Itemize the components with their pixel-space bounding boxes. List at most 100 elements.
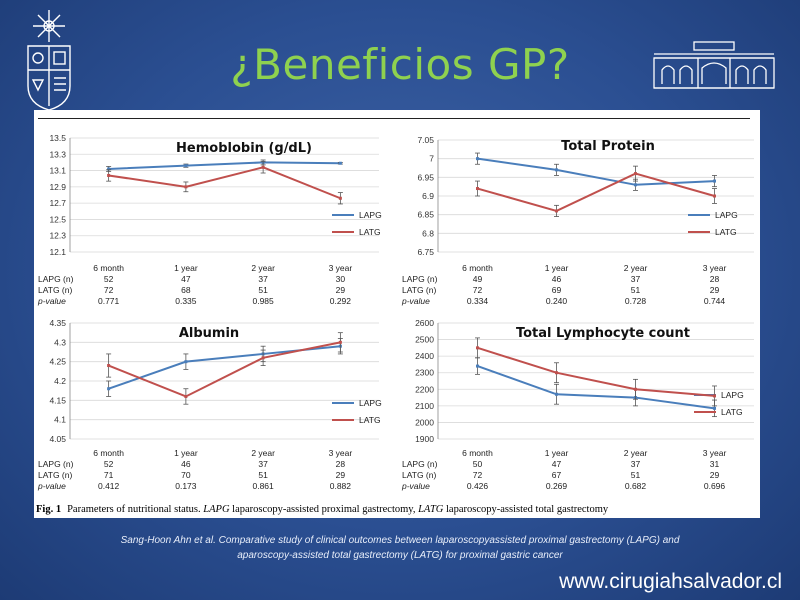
y-tick-label: 2500 [415, 335, 434, 345]
x-tick-label: 2 year [251, 448, 275, 458]
chart-title: Hemoblobin (g/dL) [176, 141, 312, 156]
data-point [634, 387, 637, 391]
caption-text-3: laparoscopy-assisted total gastrectomy [446, 504, 609, 515]
table-cell: 28 [335, 459, 346, 469]
legend-label: LAPG [721, 390, 744, 400]
data-point [261, 165, 265, 169]
chart-total-lymphocyte: 2600 2500 2400 2300 2200 2100 2000 1900 Total Ly… [398, 315, 760, 500]
x-tick-label: 3 year [702, 263, 727, 273]
table-cell: 52 [103, 274, 114, 284]
x-tick-label: 1 year [174, 263, 198, 273]
table-cell: 52 [103, 459, 114, 469]
y-tick-label: 4.25 [49, 357, 66, 367]
website-url: www.cirugiahsalvador.cl [559, 570, 782, 593]
table-row-label: p-value [402, 296, 430, 306]
series-line-lapg [477, 365, 715, 410]
x-tick-label: 3 year [328, 263, 353, 273]
citation-line-1: Sang-Hoon Ahn et al. Comparative study o… [120, 535, 680, 546]
y-tick-label: 4.05 [49, 434, 66, 444]
table-cell: 71 [103, 470, 114, 480]
data-point [107, 173, 111, 177]
table-cell: 72 [103, 285, 114, 295]
legend-label: LAPG [715, 210, 738, 220]
chart-svg: 2600 2500 2400 2300 2200 2100 2000 1900 Total Ly… [415, 318, 754, 444]
caption-text-1: Parameters of nutritional status. [67, 504, 201, 515]
chart-table: 6 month 1 year 2 year 3 year LAPG (n) 52 46 37 2… [34, 448, 396, 494]
caption-label: Fig. 1 [36, 504, 62, 515]
series-line-latg [108, 166, 341, 200]
data-point [184, 394, 188, 398]
data-point [261, 356, 265, 360]
legend-label: LAPG [359, 398, 382, 408]
data-point [338, 340, 342, 344]
table-cell: 0.240 [545, 296, 568, 306]
chart-title: Albumin [179, 326, 239, 341]
data-point [107, 167, 111, 171]
chart-title: Total Lymphocyte count [516, 326, 690, 341]
table-cell: 0.744 [703, 296, 726, 306]
table-cell: 72 [472, 470, 483, 480]
table-cell: 46 [181, 459, 191, 469]
table-row-label: LAPG (n) [38, 459, 74, 469]
data-point [713, 179, 716, 183]
y-tick-label: 4.35 [49, 318, 66, 328]
table-cell: 37 [258, 459, 268, 469]
table-row-label: LATG (n) [402, 285, 437, 295]
table-cell: 51 [630, 470, 641, 480]
figure-caption: Fig. 1 Parameters of nutritional status. … [36, 504, 608, 515]
table-cell: 29 [709, 285, 720, 295]
chart-total-protein: 7.05 7 6.95 6.9 6.85 6.8 6.75 Total Protein LAPG… [398, 120, 760, 315]
x-tick-label: 1 year [544, 448, 569, 458]
data-point [476, 346, 479, 350]
y-tick-label: 6.75 [417, 247, 434, 257]
x-tick-label: 1 year [544, 263, 569, 273]
data-point [476, 187, 479, 191]
table-cell: 37 [630, 274, 641, 284]
y-tick-label: 12.3 [49, 231, 66, 241]
table-cell: 0.173 [175, 481, 197, 491]
table-cell: 29 [335, 470, 346, 480]
table-cell: 37 [258, 274, 268, 284]
chart-albumin: 4.35 4.3 4.25 4.2 4.15 4.1 4.05 Albumin LAPG LATG… [34, 315, 396, 500]
y-tick-label: 12.1 [49, 247, 66, 257]
table-cell: 0.335 [175, 296, 197, 306]
table-row-label: LATG (n) [38, 470, 73, 480]
x-tick-label: 6 month [462, 263, 493, 273]
data-point [634, 183, 637, 187]
table-cell: 37 [630, 459, 641, 469]
legend-label: LATG [359, 227, 381, 237]
building-facade-logo [653, 41, 775, 89]
y-tick-label: 13.5 [49, 133, 66, 143]
table-cell: 0.985 [252, 296, 274, 306]
table-cell: 46 [551, 274, 562, 284]
table-cell: 51 [630, 285, 641, 295]
table-cell: 0.771 [97, 296, 120, 306]
table-row-label: LAPG (n) [402, 459, 438, 469]
legend-label: LAPG [359, 210, 382, 220]
table-row-label: LATG (n) [38, 285, 73, 295]
chart-table: 6 month 1 year 2 year 3 year LAPG (n) 50 47 37 3… [398, 448, 760, 494]
table-cell: 47 [551, 459, 562, 469]
university-seal-logo [27, 10, 71, 111]
data-point [184, 185, 188, 189]
data-point [184, 164, 188, 168]
table-cell: 51 [258, 285, 268, 295]
x-tick-label: 3 year [328, 448, 353, 458]
table-cell: 0.861 [252, 481, 274, 491]
citation-line-2: aparoscopy-assisted total gastrectomy (L… [237, 550, 563, 561]
y-tick-label: 12.9 [49, 182, 66, 192]
table-cell: 31 [709, 459, 720, 469]
table-row-label: p-value [38, 296, 66, 306]
table-cell: 29 [335, 285, 346, 295]
chart-hemoglobin: 13.5 13.3 13.1 12.9 12.7 12.5 12.3 12.1 Hemoblob… [34, 120, 396, 315]
chart-svg: 7.05 7 6.95 6.9 6.85 6.8 6.75 Total Protein LAPG… [417, 135, 754, 257]
y-tick-label: 2200 [415, 384, 434, 394]
y-tick-label: 13.1 [49, 166, 66, 176]
y-tick-label: 6.85 [417, 210, 434, 220]
x-tick-label: 2 year [623, 448, 648, 458]
table-cell: 0.269 [545, 481, 568, 491]
table-row-label: LAPG (n) [402, 274, 438, 284]
series-line-latg [477, 172, 715, 212]
y-tick-label: 6.95 [417, 172, 434, 182]
legend-label: LATG [359, 415, 381, 425]
